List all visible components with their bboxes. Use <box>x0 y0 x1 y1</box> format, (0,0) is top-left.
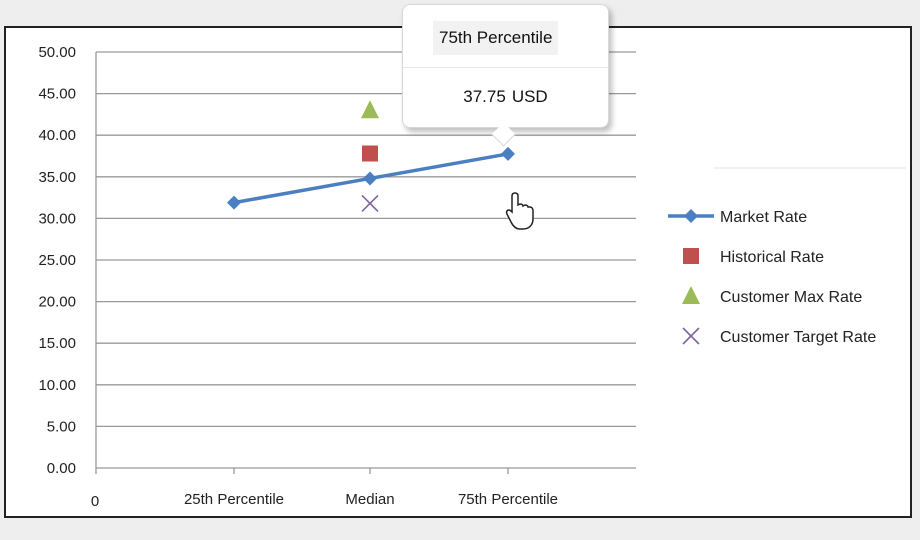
x-tick-label: 25th Percentile <box>184 491 284 508</box>
chart-plot: 0.00 5.00 10.00 15.00 20.00 25.00 30.00 35.00 40… <box>38 44 906 510</box>
legend-historical-rate-marker <box>683 248 699 264</box>
legend-historical-rate-label: Historical Rate <box>720 249 824 266</box>
y-tick-label: 10.00 <box>38 377 76 394</box>
tooltip-title: 75th Percentile <box>433 21 559 55</box>
x-tick-label: 75th Percentile <box>458 491 558 508</box>
legend-customer-max-rate-marker <box>682 286 700 304</box>
y-tick-label: 0.00 <box>47 460 76 477</box>
y-tick-label: 20.00 <box>38 294 76 311</box>
data-point-tooltip: 75th Percentile 37.75 USD <box>402 4 609 147</box>
market-rate-point <box>363 171 377 186</box>
tooltip-divider <box>403 67 608 68</box>
tooltip-value-row: 37.75 USD <box>403 87 608 107</box>
x-origin-label: 0 <box>91 493 99 510</box>
y-tick-label: 30.00 <box>38 210 76 227</box>
y-tick-label: 25.00 <box>38 252 76 269</box>
y-tick-label: 50.00 <box>38 44 76 61</box>
y-tick-label: 15.00 <box>38 335 76 352</box>
y-tick-label: 45.00 <box>38 86 76 103</box>
tooltip-unit: USD <box>511 87 548 106</box>
x-tick-label: Median <box>345 491 394 508</box>
y-tick-label: 5.00 <box>47 418 76 435</box>
market-rate-point <box>501 146 515 161</box>
legend-customer-max-rate-label: Customer Max Rate <box>720 289 862 306</box>
customer-target-rate-point <box>361 194 379 212</box>
hand-cursor-icon <box>505 192 534 230</box>
historical-rate-point <box>362 145 378 162</box>
market-rate-point <box>227 195 241 210</box>
legend-customer-target-rate-label: Customer Target Rate <box>720 329 876 346</box>
legend-market-rate-marker <box>684 209 698 223</box>
y-tick-label: 35.00 <box>38 169 76 186</box>
tooltip-value: 37.75 <box>463 87 506 106</box>
y-tick-label: 40.00 <box>38 127 76 144</box>
customer-max-rate-point <box>361 100 379 119</box>
legend-customer-target-rate-marker <box>682 327 700 345</box>
legend-market-rate-label: Market Rate <box>720 209 807 226</box>
